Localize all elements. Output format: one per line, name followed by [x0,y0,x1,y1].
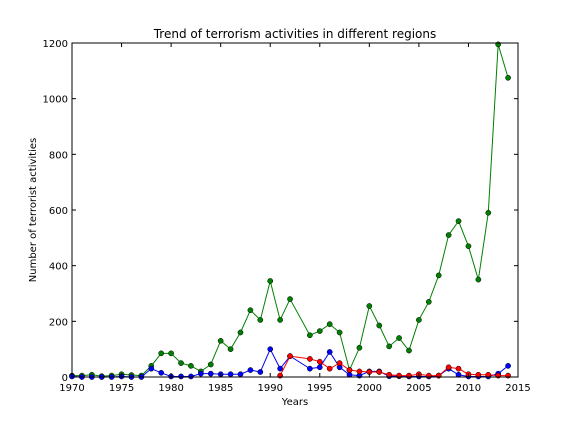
data-point [455,365,462,372]
data-point [207,370,214,377]
x-tick-label: 1985 [208,383,233,394]
x-tick-label: 2010 [456,383,481,394]
y-tick-label: 800 [49,150,68,161]
data-point [505,363,511,369]
y-tick-label: 600 [49,206,68,217]
x-tick-label: 1970 [59,383,84,394]
data-point [168,350,174,357]
data-point [247,307,254,314]
data-point [326,365,333,372]
data-point [158,369,165,376]
data-point [237,329,244,336]
x-tick-label: 1975 [109,383,134,394]
data-point [316,328,323,334]
tick-layer: 1970 1975 1980 1985 1990 1995 2000 2005 2010 2015… [43,39,531,394]
data-point [376,322,383,329]
data-point [197,370,204,377]
data-point [356,344,363,351]
x-tick-label: 2015 [505,383,530,394]
data-point [435,272,442,279]
data-point [148,365,155,372]
data-point [316,358,323,365]
data-point [455,218,462,224]
data-point [207,361,214,368]
x-axis-label: Years [281,397,308,408]
y-axis-label: Number of terrorist activities [28,138,39,282]
x-tick-label: 1990 [257,383,282,394]
data-point [227,346,234,353]
data-point [316,364,323,371]
x-tick-label: 2005 [406,383,431,394]
data-point [406,347,412,354]
data-point [307,365,313,372]
data-point [188,373,194,380]
data-point [376,369,383,375]
data-point [217,337,224,344]
data-point [188,363,194,369]
y-tick-label: 1000 [43,95,68,106]
x-tick-label: 2000 [357,383,382,394]
data-point [307,332,313,339]
data-point [307,356,313,362]
data-point [386,343,393,350]
y-tick-label: 0 [62,373,68,384]
data-point [178,360,184,366]
data-point [366,303,373,309]
data-point [396,335,402,341]
data-point [227,371,234,378]
data-point [267,346,274,353]
y-tick-label: 400 [49,262,68,273]
data-point [475,276,482,283]
data-point [326,321,333,327]
data-point [485,209,492,216]
data-point [465,243,472,250]
data-point [505,74,511,81]
data-point [178,373,184,380]
x-tick-label: 1980 [158,383,183,394]
data-point [356,368,363,375]
data-point [277,365,283,372]
data-point [287,296,293,302]
data-point [425,299,432,305]
data-point [237,371,244,378]
x-tick-label: 1995 [307,383,332,394]
data-point [445,232,452,238]
data-point [247,367,254,373]
data-point [416,317,422,323]
y-tick-label: 1200 [43,39,68,50]
chart-title: Trend of terrorism activities in differe… [153,27,437,41]
data-point [346,367,353,373]
data-point [257,369,264,375]
y-tick-label: 200 [49,317,68,328]
data-point [326,349,333,355]
data-point [277,317,283,323]
data-point [287,353,293,359]
data-point [445,364,452,371]
plot-frame [71,42,519,378]
data-point [336,360,343,366]
data-point [257,317,264,323]
data-point [158,350,165,357]
data-point [336,329,343,336]
data-point [267,278,274,284]
